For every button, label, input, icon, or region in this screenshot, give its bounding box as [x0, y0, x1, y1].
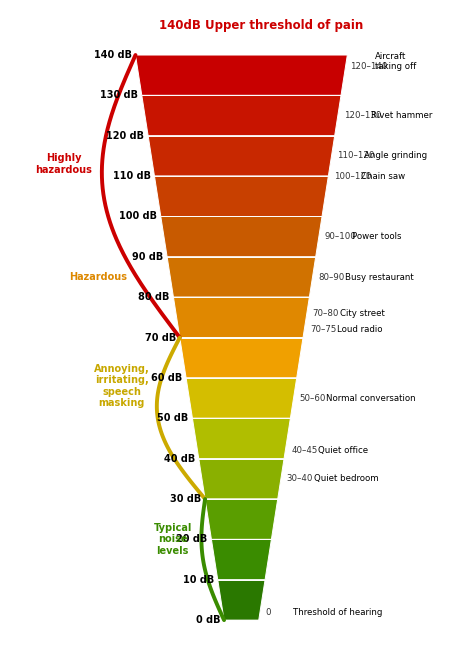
Text: Chain saw: Chain saw: [360, 171, 404, 181]
Text: 130 dB: 130 dB: [100, 90, 138, 100]
Text: 90–100: 90–100: [324, 232, 355, 241]
Text: 70–80: 70–80: [312, 309, 338, 318]
Text: 90 dB: 90 dB: [132, 252, 163, 262]
Text: 60 dB: 60 dB: [151, 373, 182, 383]
Text: 120–130: 120–130: [343, 111, 380, 120]
Text: 80–90: 80–90: [318, 273, 344, 281]
Polygon shape: [198, 459, 283, 499]
Text: Normal conversation: Normal conversation: [326, 393, 415, 403]
Polygon shape: [179, 337, 302, 378]
Text: 40 dB: 40 dB: [163, 453, 194, 464]
Polygon shape: [205, 499, 277, 539]
Text: City street: City street: [339, 309, 384, 318]
Text: Rivet hammer: Rivet hammer: [370, 111, 431, 120]
Polygon shape: [211, 539, 271, 580]
Text: Quiet bedroom: Quiet bedroom: [313, 474, 377, 483]
Text: Aircraft
taking off: Aircraft taking off: [374, 52, 415, 71]
Text: Busy restaurant: Busy restaurant: [345, 273, 413, 281]
Text: 30–40: 30–40: [286, 474, 313, 483]
Polygon shape: [142, 96, 340, 136]
Text: 70–75: 70–75: [309, 325, 336, 334]
Polygon shape: [173, 297, 308, 337]
Polygon shape: [148, 136, 334, 176]
Text: 10 dB: 10 dB: [182, 575, 213, 585]
Polygon shape: [217, 580, 264, 620]
Text: 40–45: 40–45: [290, 446, 317, 455]
Text: 110 dB: 110 dB: [112, 171, 150, 181]
Polygon shape: [154, 176, 327, 217]
Text: 120 dB: 120 dB: [106, 130, 144, 141]
Text: Power tools: Power tools: [351, 232, 400, 241]
Text: 140dB Upper threshold of pain: 140dB Upper threshold of pain: [158, 18, 362, 32]
Text: Hazardous: Hazardous: [69, 272, 127, 282]
Text: Typical
noise
levels: Typical noise levels: [153, 523, 191, 556]
Text: 110–120: 110–120: [336, 152, 374, 160]
Text: Threshold of hearing: Threshold of hearing: [292, 608, 381, 617]
Text: 50 dB: 50 dB: [157, 413, 188, 423]
Text: 70 dB: 70 dB: [144, 333, 175, 343]
Text: Angle grinding: Angle grinding: [364, 152, 427, 160]
Text: Loud radio: Loud radio: [336, 325, 382, 334]
Text: Highly
hazardous: Highly hazardous: [36, 153, 92, 175]
Text: 0 dB: 0 dB: [195, 615, 220, 625]
Polygon shape: [161, 217, 321, 257]
Text: Quiet office: Quiet office: [318, 446, 368, 455]
Text: Annoying,
irritating,
speech
masking: Annoying, irritating, speech masking: [94, 364, 149, 409]
Text: 50–60: 50–60: [299, 393, 325, 403]
Text: 120–140: 120–140: [349, 62, 387, 71]
Text: 100 dB: 100 dB: [119, 212, 156, 221]
Text: 30 dB: 30 dB: [170, 494, 201, 504]
Polygon shape: [167, 257, 315, 297]
Polygon shape: [186, 378, 296, 418]
Text: 20 dB: 20 dB: [176, 534, 207, 544]
Text: 140 dB: 140 dB: [93, 50, 131, 60]
Polygon shape: [192, 418, 290, 459]
Text: 0: 0: [265, 608, 271, 617]
Text: 80 dB: 80 dB: [138, 292, 169, 302]
Polygon shape: [135, 55, 346, 96]
Text: 100–120: 100–120: [333, 171, 371, 181]
